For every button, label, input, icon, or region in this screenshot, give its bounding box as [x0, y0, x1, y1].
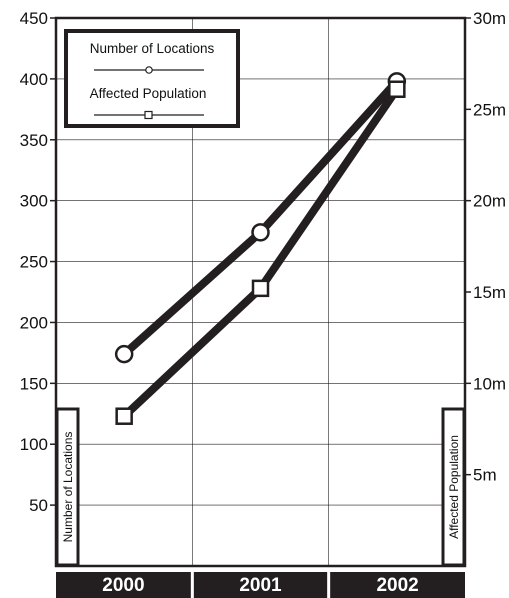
category-cell	[330, 572, 465, 598]
right-tick-label: 20m	[473, 192, 506, 211]
category-cell	[193, 572, 328, 598]
left-axis-title: Number of Locations	[61, 432, 75, 543]
left-tick-label: 100	[20, 435, 48, 454]
left-axis-title-box: Number of Locations	[55, 407, 80, 567]
left-axis-tick-labels: 50 100 150 200 250 300 350 400 450	[20, 9, 48, 515]
point-marker-circle	[251, 223, 270, 242]
left-tick-label: 350	[20, 131, 48, 150]
left-tick-label: 50	[29, 496, 48, 515]
left-tick-label: 250	[20, 253, 48, 272]
point-marker-square	[388, 80, 406, 98]
axis-ticks	[50, 17, 471, 506]
series-line-population	[120, 85, 401, 421]
category-cell	[56, 572, 191, 598]
legend-marker-circle	[145, 66, 153, 74]
point-marker-square	[115, 407, 133, 425]
legend-label-population: Affected Population	[90, 86, 207, 101]
right-tick-label: 15m	[473, 283, 506, 302]
category-label: 2001	[239, 575, 282, 596]
category-label: 2002	[376, 575, 418, 596]
legend: Number of Locations Affected Population	[64, 29, 240, 128]
left-tick-label: 450	[20, 9, 48, 28]
category-bar: 2000 2001 2002	[56, 572, 465, 598]
legend-label-locations: Number of Locations	[90, 41, 215, 56]
category-label: 2000	[102, 575, 144, 596]
right-axis-title: Affected Population	[447, 435, 461, 539]
series-group	[114, 72, 407, 425]
right-tick-label: 5m	[473, 466, 497, 485]
left-tick-label: 200	[20, 313, 48, 332]
right-axis-tick-labels: 5m 10m 15m 20m 25m 30m	[473, 9, 506, 485]
right-axis-title-box: Affected Population	[441, 407, 466, 567]
right-tick-label: 25m	[473, 100, 506, 119]
legend-marker-square	[144, 110, 153, 120]
right-tick-label: 30m	[473, 9, 506, 28]
point-marker-square	[251, 279, 270, 298]
right-tick-label: 10m	[473, 374, 506, 393]
point-marker-circle	[114, 344, 134, 364]
left-tick-label: 300	[20, 192, 48, 211]
left-tick-label: 400	[20, 70, 48, 89]
left-tick-label: 150	[20, 374, 48, 393]
